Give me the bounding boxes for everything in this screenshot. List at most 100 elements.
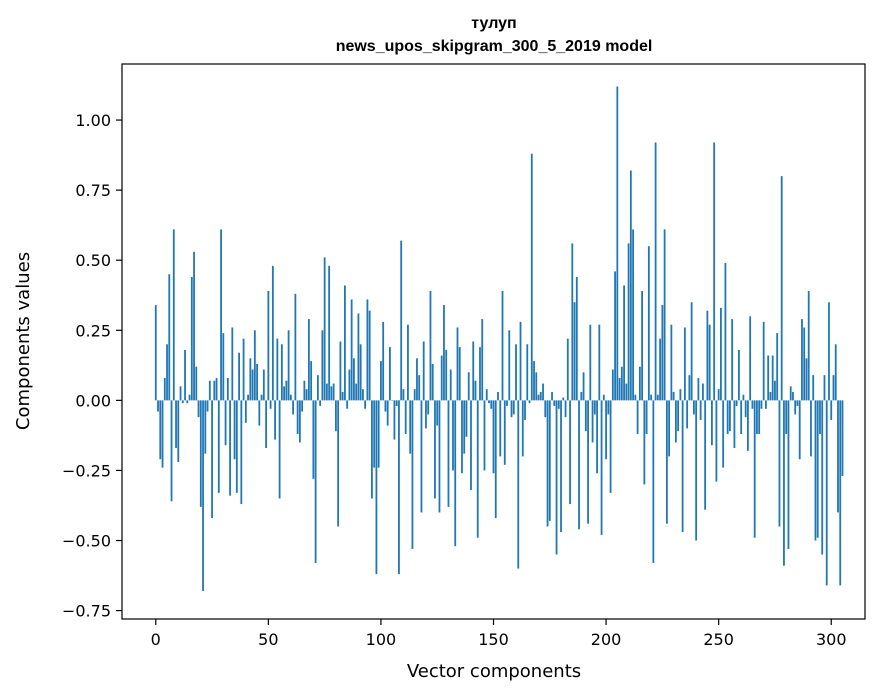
bar [188, 394, 191, 401]
bar [553, 400, 556, 406]
bar [584, 400, 587, 432]
bar [181, 400, 184, 404]
bar [407, 324, 409, 401]
bar [163, 377, 166, 401]
bar [679, 389, 682, 401]
bar [501, 291, 504, 401]
x-tick-label: 50 [258, 630, 278, 649]
bar [647, 246, 650, 401]
bar [161, 400, 164, 468]
bar [179, 386, 182, 401]
bar [825, 400, 828, 586]
bar [771, 355, 774, 401]
bar [159, 400, 162, 460]
bar [418, 375, 421, 401]
bar [386, 400, 389, 426]
bar [184, 349, 186, 401]
x-axis-label: Vector components [407, 661, 581, 682]
x-tick-label: 300 [816, 630, 847, 649]
bar [569, 400, 571, 505]
bar [562, 397, 565, 401]
bar [503, 400, 506, 465]
bar [454, 400, 457, 547]
bar [674, 400, 677, 443]
bar [758, 400, 761, 434]
bar [488, 400, 490, 404]
bar [566, 338, 569, 401]
bar [393, 400, 396, 440]
bar [614, 271, 616, 401]
bar [251, 369, 254, 401]
bar [582, 372, 585, 401]
bar [812, 375, 815, 401]
bar [226, 377, 229, 401]
bar [760, 400, 763, 409]
bar [506, 400, 508, 406]
bar [186, 400, 189, 404]
bar [208, 380, 211, 401]
bar [548, 400, 551, 521]
bar [512, 400, 515, 415]
bar [609, 400, 612, 493]
y-tick-label: −0.75 [62, 602, 111, 621]
bar [839, 400, 842, 586]
bar [443, 305, 445, 401]
bar [521, 400, 524, 457]
chart-subtitle: news_upos_skipgram_300_5_2019 model [336, 38, 653, 55]
bar [711, 400, 713, 446]
bar [319, 400, 322, 406]
bar [591, 400, 594, 443]
bar [314, 400, 317, 563]
bar [380, 361, 382, 401]
bar [535, 372, 538, 401]
bar [348, 369, 351, 401]
bar [783, 400, 785, 566]
bar [247, 394, 249, 401]
bar [519, 321, 522, 401]
bar [803, 327, 806, 401]
bar [753, 400, 756, 538]
bar [492, 400, 495, 474]
y-axis-ticks: −0.75 −0.50 −0.25 0.00 0.25 0.50 0.75 1.00 [62, 111, 122, 621]
bar [602, 394, 605, 401]
bar [215, 377, 218, 401]
bar [474, 380, 477, 401]
bar [224, 400, 227, 446]
bar [195, 366, 198, 401]
bar [641, 291, 643, 401]
bar [175, 400, 177, 449]
bar [359, 344, 362, 401]
bar [652, 400, 655, 563]
bar [425, 400, 427, 429]
bar [598, 324, 601, 401]
bar [332, 383, 335, 401]
bar [796, 400, 799, 406]
bar [262, 369, 265, 401]
bar [564, 400, 567, 418]
bars-group [154, 86, 844, 591]
y-tick-label: 0.00 [75, 391, 111, 410]
bar [814, 400, 817, 541]
bar [285, 380, 288, 401]
bar [494, 400, 497, 519]
bar [528, 400, 531, 404]
bar [632, 229, 634, 401]
bar [510, 400, 513, 418]
bar [375, 400, 378, 575]
bar [629, 170, 632, 401]
y-tick-label: 0.75 [75, 181, 111, 200]
bar [395, 400, 398, 406]
bar [740, 400, 743, 434]
bar [769, 391, 772, 401]
bar [334, 400, 337, 432]
bar [287, 330, 290, 401]
bar [278, 400, 281, 499]
bar [377, 400, 380, 468]
bar [580, 391, 583, 401]
bar [515, 344, 517, 401]
bar [823, 375, 826, 401]
bar [305, 389, 308, 401]
bar [638, 366, 641, 401]
bar [411, 400, 414, 549]
